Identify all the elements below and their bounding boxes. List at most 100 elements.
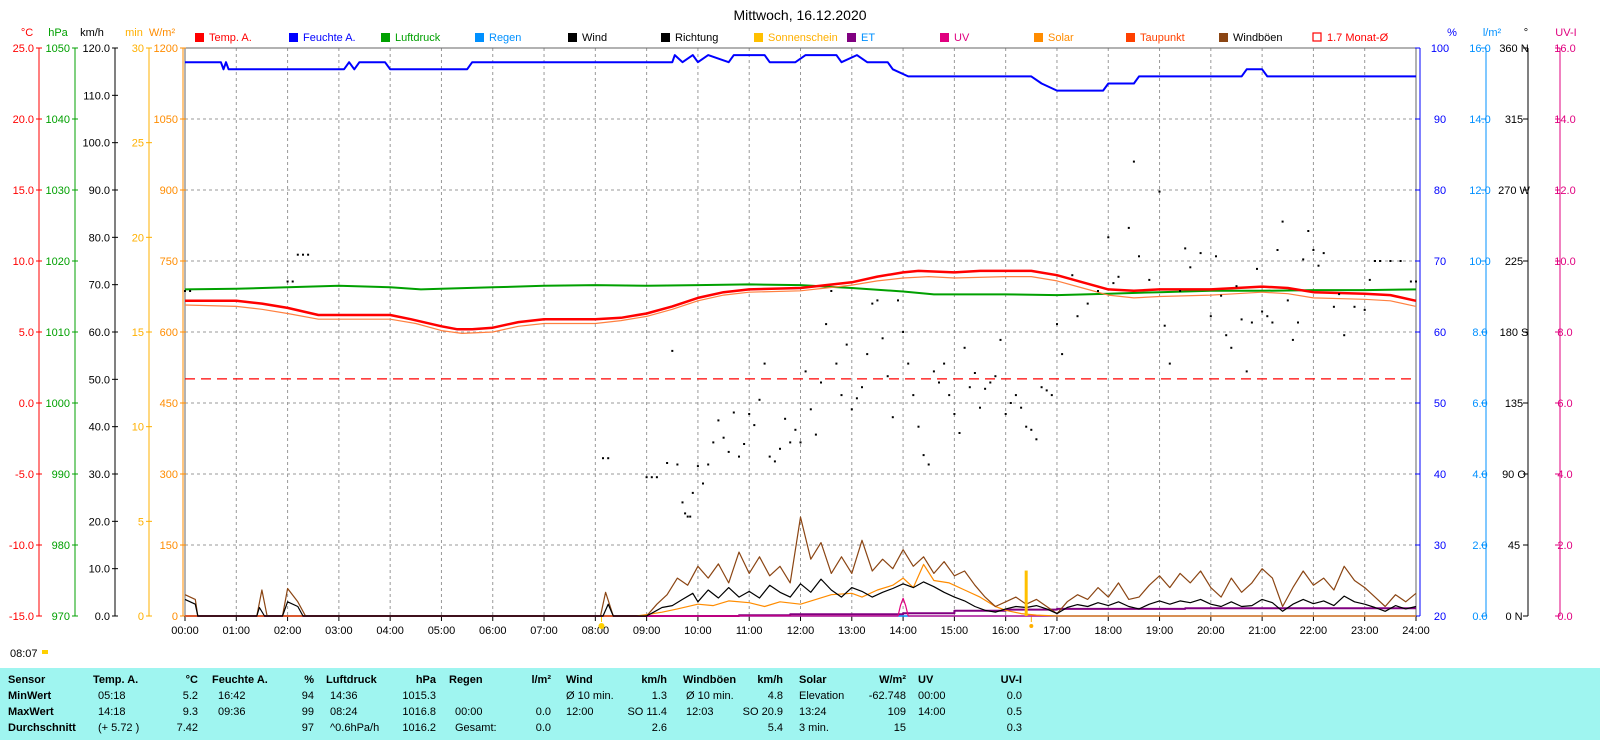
- legend-swatch: [940, 33, 949, 42]
- direction-point: [1014, 394, 1017, 397]
- x-tick-label: 11:00: [736, 625, 763, 637]
- legend-label: Wind: [582, 32, 607, 44]
- direction-point: [1045, 389, 1048, 392]
- direction-point: [1230, 346, 1233, 349]
- legend-swatch: [661, 33, 670, 42]
- axis-unit: %: [1447, 27, 1457, 39]
- direction-point: [1343, 334, 1346, 337]
- axis-tick-label: 8.0: [1557, 327, 1572, 339]
- x-tick-label: 00:00: [171, 625, 199, 637]
- summary-cell-value: 2.6: [651, 722, 667, 734]
- axis-tick-label: 10.0: [89, 564, 110, 576]
- summary-cell-value: 1016.2: [402, 722, 436, 734]
- series-temp-a: [185, 269, 1417, 331]
- direction-point: [948, 394, 951, 397]
- direction-point: [1035, 438, 1038, 441]
- axis-unit: °C: [21, 27, 33, 39]
- sunrise-marker: [598, 623, 605, 629]
- direction-point: [1050, 394, 1053, 397]
- direction-point: [927, 463, 930, 466]
- axis-tick-label: 10: [132, 422, 144, 434]
- right-axes: % 100 90 80 70 60 50 40 30 20 l/m² 16.0 14.0 12.0 10.0…: [1415, 27, 1577, 623]
- direction-point: [850, 408, 853, 411]
- summary-cell-value: -62.748: [868, 690, 906, 702]
- direction-point: [789, 441, 792, 444]
- summary-cell-value: 7.42: [176, 722, 198, 734]
- axis-tick-label: 30: [132, 43, 144, 55]
- direction-point: [722, 436, 725, 439]
- direction-point: [1184, 247, 1187, 250]
- summary-header: Regen: [449, 674, 483, 686]
- legend-label: Luftdruck: [395, 32, 441, 44]
- direction-point: [1189, 266, 1192, 269]
- axis-tick-label: 300: [160, 469, 178, 481]
- legend-swatch: [1219, 33, 1228, 42]
- axis-tick-label: 600: [160, 327, 178, 339]
- direction-point: [645, 476, 648, 479]
- summary-cell-value: SO 11.4: [627, 706, 667, 718]
- summary-cell-value: 5.2: [182, 690, 198, 702]
- summary-row-label: Durchschnitt: [8, 722, 76, 734]
- summary-cell-label: 12:00: [566, 706, 594, 718]
- direction-point: [932, 370, 935, 373]
- direction-point: [897, 299, 899, 302]
- x-tick-label: 23:00: [1351, 625, 1379, 637]
- axis-tick-label: 50.0: [89, 374, 110, 386]
- direction-point: [784, 417, 787, 420]
- axis-tick-label: 120.0: [82, 43, 110, 55]
- direction-point: [291, 280, 294, 283]
- x-tick-label: 04:00: [376, 625, 404, 637]
- x-tick-label: 22:00: [1300, 625, 1328, 637]
- summary-cell-label: Gesamt:: [455, 722, 497, 734]
- direction-point: [1399, 260, 1402, 262]
- series-uv: [185, 597, 1416, 617]
- axis-tick-label: 90: [1434, 114, 1446, 126]
- axis-tick-label: 20.0: [13, 114, 34, 126]
- direction-point: [732, 411, 735, 414]
- direction-point: [1286, 299, 1289, 302]
- direction-point: [1148, 278, 1151, 281]
- axis-unit: °: [1524, 27, 1528, 39]
- x-tick-label: 10:00: [684, 625, 712, 637]
- axis-tick-label: 8.0: [1472, 327, 1487, 339]
- direction-point: [999, 338, 1002, 341]
- direction-point: [1266, 315, 1269, 318]
- direction-point: [1020, 406, 1023, 409]
- direction-point: [1276, 249, 1279, 251]
- axis-tick-label: 1010: [46, 327, 70, 339]
- summary-header: Luftdruck: [326, 674, 377, 686]
- direction-point: [773, 460, 776, 463]
- summary-cell-value: 0.0: [535, 706, 551, 718]
- axis-tick-label: 4.0: [1472, 469, 1487, 481]
- axis-tick-label: 6.0: [1557, 398, 1572, 410]
- axis-tick-label: 0 N: [1505, 611, 1522, 623]
- axis-tick-label: 10.0: [1554, 256, 1575, 268]
- summary-unit: km/h: [641, 674, 667, 686]
- sunset-marker: [1029, 624, 1034, 628]
- direction-point: [840, 394, 843, 397]
- direction-point: [1297, 321, 1299, 324]
- axis-tick-label: 25: [132, 138, 144, 150]
- legend-swatch: [1126, 33, 1135, 42]
- direction-point: [922, 454, 925, 457]
- chart-title: Mittwoch, 16.12.2020: [733, 7, 866, 23]
- sunrise-time: 08:07: [10, 648, 38, 660]
- summary-cell-value: 99: [301, 706, 314, 718]
- direction-point: [1040, 386, 1043, 389]
- direction-point: [1240, 318, 1243, 321]
- summary-row-label: MaxWert: [8, 706, 54, 718]
- chart-series: [184, 54, 1417, 617]
- direction-point: [1281, 220, 1284, 223]
- direction-point: [871, 302, 874, 305]
- summary-header: Feuchte A.: [212, 674, 268, 686]
- plot-grid: [184, 47, 1417, 617]
- x-tick-label: 07:00: [530, 625, 558, 637]
- direction-point: [655, 476, 658, 479]
- direction-point: [1379, 260, 1382, 262]
- axis-tick-label: 1020: [46, 256, 70, 268]
- axis-tick-label: 14.0: [1469, 114, 1490, 126]
- direction-point: [1338, 293, 1341, 296]
- direction-point: [1097, 290, 1099, 292]
- weather-chart: Mittwoch, 16.12.2020 Temp. A. Feuchte A. L…: [9, 7, 1577, 660]
- axis-tick-label: 16.0: [1554, 43, 1575, 55]
